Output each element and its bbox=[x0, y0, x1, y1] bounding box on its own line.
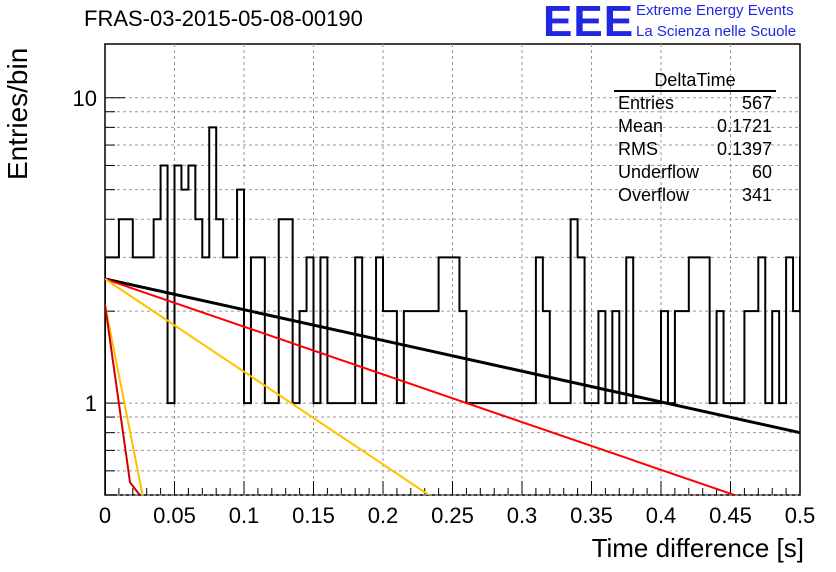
x-tick-label: 0.15 bbox=[292, 503, 335, 528]
x-tick-label: 0.4 bbox=[646, 503, 677, 528]
x-tick-label: 0.05 bbox=[153, 503, 196, 528]
stat-row: Mean 0.1721 bbox=[614, 115, 776, 138]
x-tick-label: 0.2 bbox=[368, 503, 399, 528]
stats-title: DeltaTime bbox=[614, 70, 776, 92]
fit-line bbox=[105, 304, 141, 495]
y-tick-label: 10 bbox=[73, 86, 97, 111]
stat-label: Overflow bbox=[618, 185, 690, 205]
stat-row: Entries 567 bbox=[614, 92, 776, 115]
stat-row: RMS 0.1397 bbox=[614, 138, 776, 161]
x-tick-label: 0.35 bbox=[570, 503, 613, 528]
stat-value: 341 bbox=[741, 185, 772, 205]
fit-line bbox=[105, 278, 430, 495]
fit-line bbox=[105, 304, 144, 495]
fit-line bbox=[105, 278, 738, 495]
x-tick-label: 0.3 bbox=[507, 503, 538, 528]
y-tick-label: 1 bbox=[85, 391, 97, 416]
stat-label: Underflow bbox=[618, 162, 700, 182]
x-tick-label: 0.45 bbox=[709, 503, 752, 528]
x-axis-label: Time difference [s] bbox=[591, 533, 804, 563]
logo-line-2: La Scienza nelle Scuole bbox=[636, 23, 797, 40]
eee-logo: EEE bbox=[543, 0, 635, 46]
stat-value: 567 bbox=[741, 93, 772, 113]
stat-label: Mean bbox=[618, 116, 664, 136]
stat-row: Overflow 341 bbox=[614, 184, 776, 207]
x-tick-label: 0.1 bbox=[229, 503, 260, 528]
x-tick-label: 0 bbox=[99, 503, 111, 528]
y-axis-label: Entries/bin bbox=[2, 47, 33, 180]
fit-line bbox=[105, 277, 800, 435]
stat-label: Entries bbox=[618, 93, 675, 113]
logo-line-1: Extreme Energy Events bbox=[636, 2, 794, 19]
stat-label: RMS bbox=[618, 139, 658, 159]
x-tick-label: 0.5 bbox=[785, 503, 816, 528]
histogram-bars bbox=[105, 126, 800, 495]
stat-value: 0.1397 bbox=[716, 139, 772, 159]
stat-row: Underflow 60 bbox=[614, 161, 776, 184]
plot-title: FRAS-03-2015-05-08-00190 bbox=[84, 6, 363, 31]
stat-value: 60 bbox=[751, 162, 772, 182]
stat-value: 0.1721 bbox=[716, 116, 772, 136]
x-tick-label: 0.25 bbox=[431, 503, 474, 528]
stats-box: DeltaTime Entries 567 Mean 0.1721 RMS 0.139… bbox=[614, 70, 776, 207]
